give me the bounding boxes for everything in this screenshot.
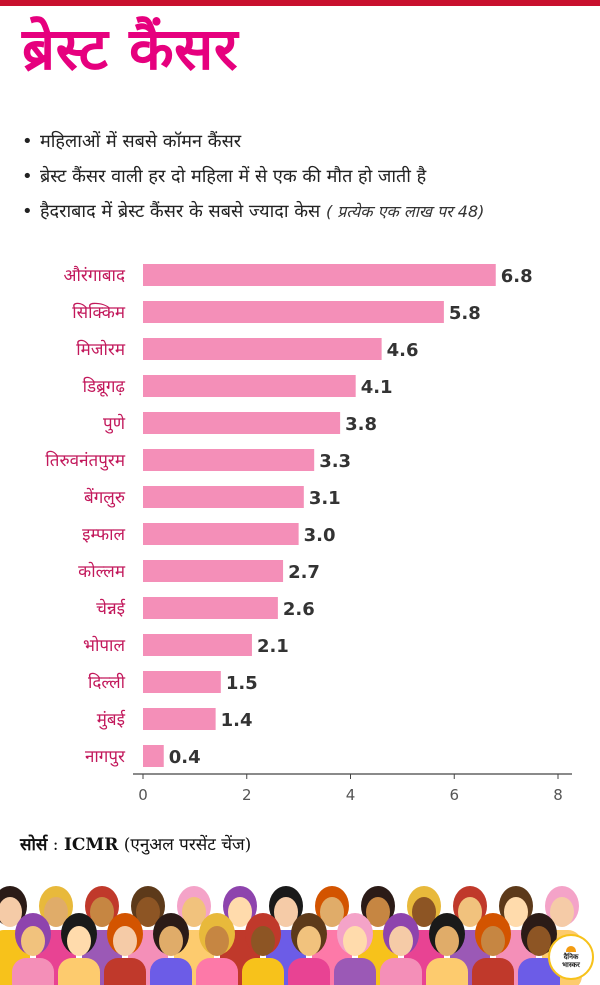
value-label: 3.1 bbox=[309, 488, 341, 509]
category-label: मुंबई bbox=[97, 709, 126, 730]
value-label: 2.1 bbox=[257, 636, 289, 657]
category-label: चेन्नई bbox=[96, 598, 126, 619]
bullet-list: महिलाओं में सबसे कॉमन कैंसर ब्रेस्ट कैंस… bbox=[22, 124, 592, 229]
bar bbox=[143, 560, 284, 582]
sun-icon bbox=[566, 945, 576, 952]
x-tick-label: 4 bbox=[346, 786, 356, 804]
value-label: 0.4 bbox=[169, 747, 201, 768]
value-label: 3.3 bbox=[319, 451, 351, 472]
value-label: 2.7 bbox=[288, 562, 320, 583]
bullet-text: महिलाओं में सबसे कॉमन कैंसर bbox=[40, 131, 242, 152]
x-tick-label: 2 bbox=[242, 786, 252, 804]
category-label: औरंगाबाद bbox=[64, 265, 126, 286]
bullet-item: महिलाओं में सबसे कॉमन कैंसर bbox=[22, 124, 592, 159]
value-label: 2.6 bbox=[283, 599, 315, 620]
bar bbox=[143, 412, 341, 434]
value-label: 3.8 bbox=[345, 414, 377, 435]
bar bbox=[143, 264, 496, 286]
crowd-illustration bbox=[0, 870, 600, 985]
category-label: दिल्ली bbox=[88, 672, 126, 693]
category-label: इम्फाल bbox=[82, 525, 125, 545]
source-line: सोर्स : ICMR (एनुअल परसेंट चेंज) bbox=[20, 832, 251, 855]
bar bbox=[143, 449, 315, 471]
value-label: 1.5 bbox=[226, 673, 258, 694]
value-label: 5.8 bbox=[449, 303, 481, 324]
category-label: बेंगलुरु bbox=[84, 487, 126, 508]
category-label: भोपाल bbox=[83, 635, 125, 656]
value-label: 1.4 bbox=[221, 710, 253, 731]
person-figure bbox=[380, 913, 422, 985]
person-figure bbox=[12, 913, 54, 985]
value-label: 3.0 bbox=[304, 525, 336, 546]
bar bbox=[143, 745, 164, 767]
bullet-text: हैदराबाद में ब्रेस्ट कैंसर के सबसे ज्याद… bbox=[40, 201, 321, 222]
person-figure bbox=[104, 913, 146, 985]
logo-text-line1: दैनिक bbox=[563, 952, 579, 961]
bullet-item: हैदराबाद में ब्रेस्ट कैंसर के सबसे ज्याद… bbox=[22, 194, 592, 229]
source-separator: : bbox=[47, 835, 64, 855]
x-tick-label: 8 bbox=[553, 786, 563, 804]
category-label: सिक्किम bbox=[72, 302, 126, 323]
source-detail: (एनुअल परसेंट चेंज) bbox=[123, 835, 252, 855]
person-figure bbox=[196, 913, 238, 985]
category-label: नागपुर bbox=[85, 747, 126, 767]
category-label: पुणे bbox=[103, 413, 126, 434]
bar-chart: औरंगाबाद 6.8 सिक्किम 5.8 मिजोरम 4.6 डिब्रूगढ़ 4… bbox=[45, 264, 572, 804]
bullet-text: ब्रेस्ट कैंसर वाली हर दो महिला में से एक… bbox=[40, 166, 427, 187]
dainik-bhaskar-logo: दैनिक भास्कर bbox=[548, 934, 594, 980]
bar bbox=[143, 338, 382, 360]
x-tick-label: 6 bbox=[449, 786, 459, 804]
category-label: तिरुवनंतपुरम bbox=[45, 450, 125, 471]
source-label: सोर्स bbox=[20, 835, 48, 855]
bar bbox=[143, 375, 356, 397]
bar bbox=[143, 301, 444, 323]
page-title: ब्रेस्ट कैंसर bbox=[22, 15, 239, 83]
category-label: कोल्लम bbox=[78, 561, 126, 582]
bar bbox=[143, 486, 304, 508]
bar bbox=[143, 597, 278, 619]
value-label: 4.6 bbox=[387, 340, 419, 361]
value-label: 4.1 bbox=[361, 377, 393, 398]
bar bbox=[143, 708, 216, 730]
x-tick-label: 0 bbox=[138, 786, 148, 804]
category-label: मिजोरम bbox=[76, 339, 126, 360]
bar bbox=[143, 523, 299, 545]
person-figure bbox=[150, 913, 192, 985]
top-accent-bar bbox=[0, 0, 600, 6]
bar bbox=[143, 671, 221, 693]
bar bbox=[143, 634, 252, 656]
source-org: ICMR bbox=[63, 835, 119, 855]
person-figure bbox=[426, 913, 468, 985]
logo-text-line2: भास्कर bbox=[562, 960, 580, 969]
person-figure bbox=[288, 913, 330, 985]
value-label: 6.8 bbox=[501, 266, 533, 287]
person-figure bbox=[472, 913, 514, 985]
person-figure bbox=[334, 913, 376, 985]
person-figure bbox=[242, 913, 284, 985]
category-label: डिब्रूगढ़ bbox=[83, 376, 126, 397]
person-figure bbox=[58, 913, 100, 985]
bullet-note: ( प्रत्येक एक लाख पर 48) bbox=[325, 202, 485, 221]
bullet-item: ब्रेस्ट कैंसर वाली हर दो महिला में से एक… bbox=[22, 159, 592, 194]
